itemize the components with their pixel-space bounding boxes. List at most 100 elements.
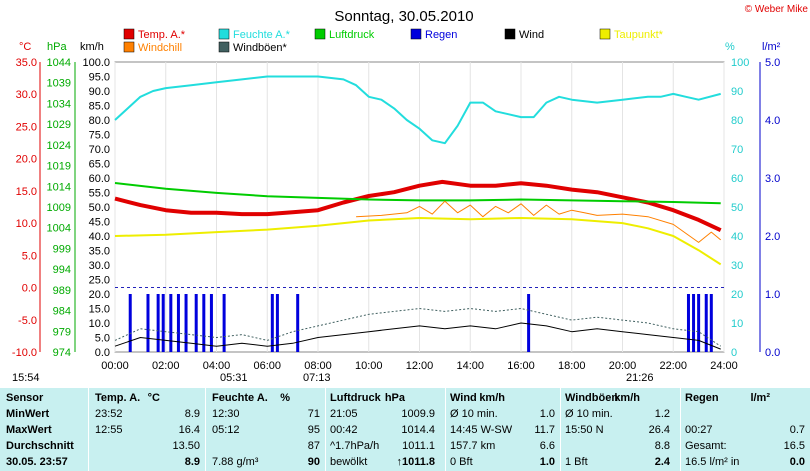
x-tick-label: 04:00: [203, 360, 231, 372]
temp-tick: 15.0: [16, 186, 37, 198]
table-cell: 1009.9: [401, 408, 435, 420]
rain-bar: [146, 294, 150, 352]
sunrise-time: 05:31: [220, 372, 248, 384]
x-tick-label: 08:00: [304, 360, 332, 372]
column-separator: [560, 388, 561, 471]
wind-tick: 25.0: [89, 275, 110, 287]
table-header: %: [280, 392, 290, 404]
humidity-tick: 60: [731, 173, 743, 185]
rain-tick: 0.0: [765, 347, 780, 359]
pressure-tick: 1009: [47, 202, 71, 214]
rain-bar: [222, 294, 226, 352]
table-cell: 7.88 g/m³: [212, 456, 259, 468]
legend: Temp. A.* Feuchte A.* Luftdruck Regen Wind Ta…: [123, 28, 664, 54]
column-separator: [680, 388, 681, 471]
series-line: [356, 200, 722, 243]
table-cell: 87: [307, 440, 320, 452]
temp-tick: 20.0: [16, 154, 37, 166]
table-cell: ↑1011.8: [396, 456, 435, 468]
rain-tick: 5.0: [765, 57, 780, 69]
wind-tick: 80.0: [89, 115, 110, 127]
temp-tick: 30.0: [16, 89, 37, 101]
table-cell: Ø 10 min.: [450, 408, 498, 420]
wind-tick: 55.0: [89, 188, 110, 200]
legend-swatch: [218, 41, 230, 53]
rain-bar: [270, 294, 274, 352]
table-header: km/h: [479, 392, 505, 404]
wind-tick: 95.0: [89, 72, 110, 84]
legend-label: Wind: [519, 29, 544, 41]
unit-temp: °C: [19, 41, 31, 53]
table-cell: 15:50 N: [565, 424, 604, 436]
humidity-tick: 80: [731, 115, 743, 127]
humidity-tick: 10: [731, 318, 743, 330]
column-separator: [88, 388, 89, 471]
table-cell: 14:45 W-SW: [450, 424, 513, 436]
unit-rain: l/m²: [762, 41, 781, 53]
table-cell: 8.9: [184, 456, 200, 468]
x-tick-label: 00:00: [101, 360, 129, 372]
wind-tick: 30.0: [89, 260, 110, 272]
wind-tick: 15.0: [89, 304, 110, 316]
humidity-tick: 30: [731, 260, 743, 272]
sunset-time: 21:26: [626, 372, 654, 384]
unit-humidity: %: [725, 41, 735, 53]
table-cell: 95: [307, 424, 320, 436]
series-lines: [114, 75, 722, 352]
x-tick-label: 16:00: [507, 360, 535, 372]
wind-tick: 100.0: [82, 57, 110, 69]
legend-swatch: [504, 28, 516, 40]
pressure-tick: 1019: [47, 161, 71, 173]
rain-bar: [709, 294, 713, 352]
table-cell: 23:52: [95, 408, 123, 420]
wind-tick: 10.0: [89, 318, 110, 330]
table-cell: 6.6: [539, 440, 555, 452]
wind-tick: 90.0: [89, 86, 110, 98]
rain-tick: 2.0: [765, 231, 780, 243]
table-header: hPa: [384, 392, 405, 404]
humidity-tick: 70: [731, 144, 743, 156]
series-line: [114, 308, 721, 347]
summary-table: Sensor Temp. A. °C Feuchte A.% Luftdruck hPa W…: [0, 388, 810, 471]
x-tick-label: 24:00: [710, 360, 738, 372]
table-cell: 0.0: [789, 456, 805, 468]
temp-tick: -5.0: [18, 315, 37, 327]
humidity-tick: 90: [731, 86, 743, 98]
rain-bar: [128, 294, 132, 352]
legend-label: Feuchte A.*: [233, 29, 291, 41]
series-line: [114, 217, 722, 266]
table-cell: 00:42: [330, 424, 358, 436]
table-header: Windböen: [565, 392, 619, 404]
x-tick-label: 14:00: [456, 360, 484, 372]
rain-bar: [156, 294, 160, 352]
table-cell: 12:30: [212, 408, 240, 420]
table-header: Feuchte A.: [212, 392, 268, 404]
rain-bar: [161, 294, 165, 352]
pressure-tick: 989: [53, 285, 71, 297]
wind-tick: 45.0: [89, 217, 110, 229]
table-cell: 1.0: [539, 456, 555, 468]
pressure-tick: 984: [53, 306, 71, 318]
humidity-tick: 20: [731, 289, 743, 301]
table-cell: 13.50: [172, 440, 200, 452]
legend-label: Windchill: [138, 42, 182, 54]
wind-tick: 50.0: [89, 202, 110, 214]
left-time: 15:54: [12, 372, 40, 384]
wind-tick: 65.0: [89, 159, 110, 171]
pressure-tick: 999: [53, 243, 71, 255]
x-tick-label: 02:00: [152, 360, 180, 372]
pressure-tick: 994: [53, 264, 71, 276]
table-cell: 90: [307, 456, 320, 468]
chart-title: Sonntag, 30.05.2010: [334, 8, 473, 25]
pressure-tick: 974: [53, 347, 71, 359]
pressure-tick: 1034: [47, 98, 71, 110]
rain-bar: [704, 294, 708, 352]
table-row-label: Durchschnitt: [6, 440, 74, 452]
pressure-tick: 979: [53, 326, 71, 338]
table-header: l/m²: [750, 392, 770, 404]
wind-tick: 0.0: [95, 347, 110, 359]
x-tick-label: 20:00: [609, 360, 637, 372]
axes: 35.0 30.0 25.0 20.0 15.0 10.0 5.0 0.0 -5.0 -10.0 1…: [12, 57, 780, 359]
pressure-tick: 1044: [47, 57, 71, 69]
pressure-tick: 1029: [47, 119, 71, 131]
